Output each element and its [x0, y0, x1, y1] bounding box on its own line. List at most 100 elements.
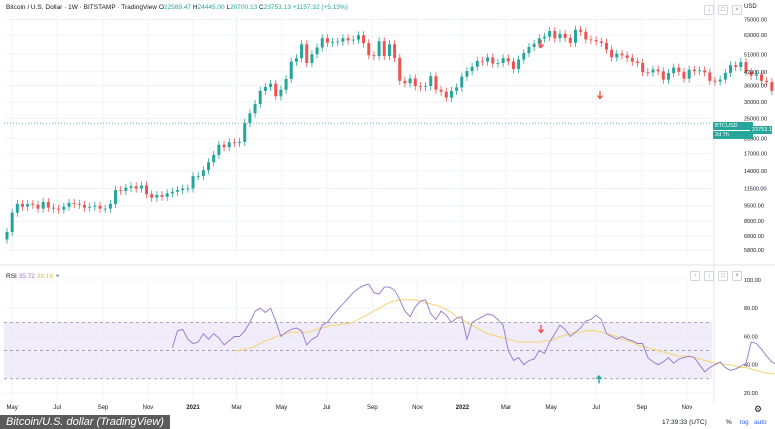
candle-body — [682, 71, 686, 79]
price-tag-value: 23753.13 — [750, 126, 775, 134]
move-down-icon[interactable]: ↓ — [704, 271, 714, 281]
log-toggle[interactable]: log — [740, 419, 749, 426]
candle-body — [10, 212, 14, 232]
candle-body — [584, 31, 588, 40]
price-tick-label: 11500.00 — [744, 187, 767, 193]
rsi-band — [4, 322, 712, 380]
rsi-ma-line — [234, 299, 775, 375]
rsi-axis: 100.00 80.00 60.00 40.00 20.00 — [744, 278, 761, 397]
candle-body — [377, 41, 381, 57]
markers — [537, 40, 604, 384]
settings-icon[interactable]: ⚙ — [754, 404, 763, 414]
candle-body — [589, 39, 593, 41]
candle-body — [661, 71, 665, 80]
candle-body — [460, 76, 464, 88]
price-tick-label: 6800.00 — [744, 234, 764, 240]
candle-body — [41, 202, 45, 209]
currency-label[interactable]: USD — [744, 4, 757, 10]
candle-body — [77, 203, 81, 205]
x-tick-label: Jul — [323, 405, 331, 411]
chart-legend: Bitcoin / U.S. Dollar · 1W · BITSTAMP · … — [6, 4, 348, 11]
move-down-icon[interactable]: ↓ — [704, 5, 714, 15]
candle-body — [310, 54, 314, 64]
candle-body — [398, 57, 402, 81]
candle-body — [749, 71, 753, 76]
candle-body — [372, 55, 376, 57]
candle-body — [108, 203, 112, 209]
maximize-icon[interactable]: □ — [718, 271, 728, 281]
x-tick-label: Mar — [231, 405, 241, 411]
candle-body — [470, 66, 474, 72]
candle-body — [429, 76, 433, 87]
candle-body — [294, 58, 298, 62]
x-tick-label: Sep — [637, 405, 648, 411]
candle-body — [656, 69, 660, 72]
x-tick-label: May — [545, 405, 556, 411]
candle-body — [36, 204, 40, 209]
rsi-name: RSI — [6, 273, 17, 280]
candle-body — [697, 70, 701, 72]
candle-body — [553, 31, 557, 39]
candle-body — [129, 186, 133, 188]
rsi-legend: RSI 35.72 38.16 ⚭ — [6, 272, 60, 280]
candle-body — [455, 87, 459, 91]
x-tick-label: May — [6, 405, 17, 411]
rsi-ma-value: 38.16 — [36, 273, 54, 280]
candle-body — [88, 206, 92, 208]
low-value: 20700.13 — [230, 4, 258, 11]
candle-body — [165, 193, 169, 197]
candle-body — [145, 185, 149, 195]
figure-caption: Bitcoin/U.S. dollar (TradingView) — [0, 415, 170, 429]
eye-icon[interactable]: ⚭ — [54, 273, 61, 280]
low-label: L — [226, 4, 231, 11]
move-up-icon[interactable]: ↑ — [690, 271, 700, 281]
candle-body — [413, 78, 417, 87]
candle-body — [279, 89, 283, 97]
candle-body — [83, 204, 87, 208]
candle-body — [150, 194, 154, 198]
candle-body — [263, 86, 267, 91]
candle-body — [15, 203, 19, 213]
candle-body — [501, 58, 505, 64]
close-icon[interactable]: × — [732, 271, 742, 281]
candle-body — [475, 60, 479, 67]
price-tick-label: 20000.00 — [744, 137, 767, 143]
clock-label: 17:39:33 (UTC) — [662, 419, 707, 426]
candle-body — [258, 90, 262, 104]
candle-body — [248, 113, 252, 123]
candle-body — [243, 122, 247, 142]
candle-body — [336, 41, 340, 43]
sell-arrow-icon — [537, 40, 545, 49]
candle-body — [367, 43, 371, 56]
candle-body — [486, 57, 490, 62]
candle-body — [563, 33, 567, 38]
candle-body — [558, 33, 562, 39]
candle-body — [729, 65, 733, 73]
rsi-arrow-icon — [595, 374, 603, 384]
candle-body — [548, 31, 552, 37]
candle-body — [274, 83, 278, 97]
close-icon[interactable]: × — [732, 5, 742, 15]
open-value: 22589.47 — [163, 4, 191, 11]
candle-body — [124, 187, 128, 191]
candle-body — [434, 76, 438, 90]
price-tag-countdown: 2d 7h — [713, 131, 753, 139]
candle-body — [418, 86, 422, 87]
maximize-icon[interactable]: □ — [718, 5, 728, 15]
percent-toggle[interactable]: % — [726, 419, 732, 426]
candle-body — [181, 188, 185, 191]
x-tick-label: 2021 — [186, 405, 200, 411]
auto-toggle[interactable]: auto — [754, 419, 767, 426]
candle-body — [594, 40, 598, 42]
x-tick-label: Mar — [501, 405, 511, 411]
candle-body — [160, 195, 164, 197]
candle-body — [646, 72, 650, 73]
x-tick-label: Jul — [53, 405, 61, 411]
candle-body — [21, 203, 25, 207]
open-label: O — [158, 4, 164, 11]
high-value: 24445.00 — [197, 4, 225, 11]
candle-body — [393, 44, 397, 58]
candle-body — [356, 35, 360, 40]
candle-body — [346, 38, 350, 41]
candle-body — [341, 38, 345, 42]
